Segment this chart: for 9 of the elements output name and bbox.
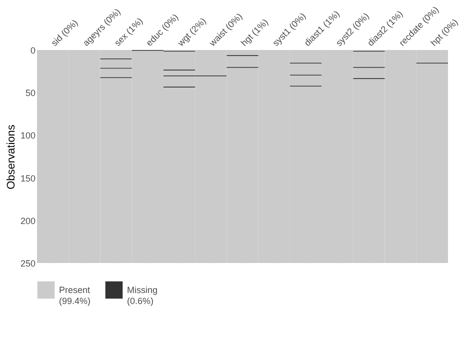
y-tick-label: 50: [25, 88, 36, 98]
y-tick-label: 200: [20, 216, 36, 226]
y-tick-label: 100: [20, 130, 36, 141]
y-axis-title: Observations: [5, 124, 18, 190]
y-tick-label: 0: [30, 46, 36, 56]
legend-label: Missing (0.6%): [127, 285, 158, 306]
y-tick-label: 150: [20, 173, 36, 184]
legend-label: Present (99.4%): [59, 285, 91, 306]
y-tick-label: 250: [20, 258, 36, 268]
